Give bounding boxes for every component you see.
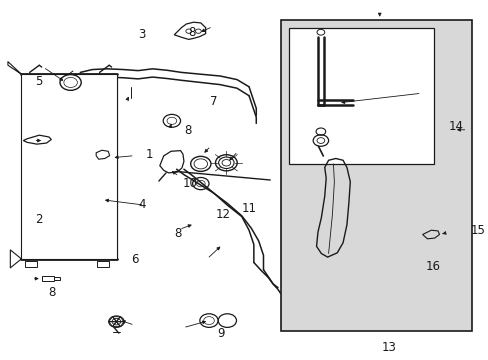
Text: 5: 5: [35, 75, 43, 88]
Bar: [21, 74, 117, 259]
Bar: [288, 28, 433, 164]
Bar: [25, 261, 37, 267]
Text: 3: 3: [138, 28, 145, 41]
Text: 8: 8: [48, 287, 55, 300]
Bar: [54, 277, 60, 280]
Text: 8: 8: [183, 124, 191, 137]
Text: 9: 9: [217, 327, 225, 340]
Text: 2: 2: [35, 213, 43, 226]
Text: 14: 14: [448, 121, 463, 134]
Text: 8: 8: [174, 226, 182, 239]
Text: 1: 1: [145, 148, 153, 161]
Text: 16: 16: [425, 260, 440, 273]
Text: 7: 7: [210, 95, 218, 108]
Bar: [281, 21, 471, 330]
Text: 11: 11: [241, 202, 256, 215]
Bar: [41, 276, 54, 282]
Text: 12: 12: [215, 208, 230, 221]
Text: 8: 8: [187, 26, 195, 39]
Text: 4: 4: [138, 198, 145, 211]
Text: 15: 15: [470, 224, 485, 237]
Text: 10: 10: [183, 177, 198, 190]
Text: 6: 6: [131, 253, 138, 266]
Text: 13: 13: [381, 341, 396, 354]
Bar: [97, 261, 109, 267]
